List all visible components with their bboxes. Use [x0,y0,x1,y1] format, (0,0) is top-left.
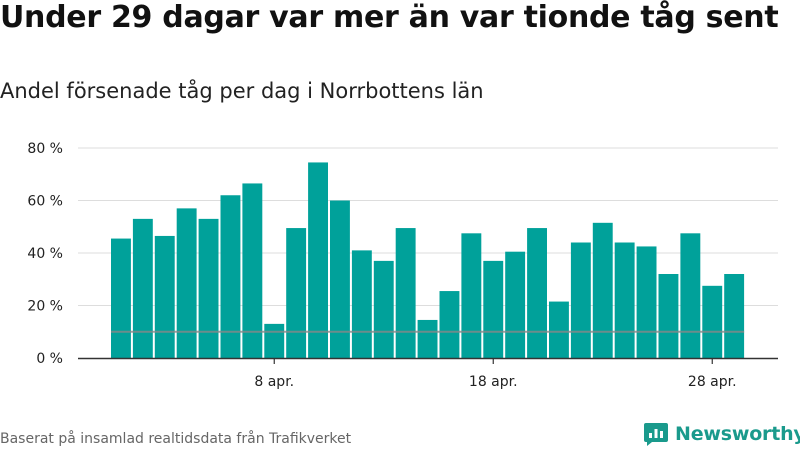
bar [373,260,394,358]
bar [308,162,328,358]
bar [702,285,723,358]
bar [264,323,285,358]
bar [461,233,482,358]
y-tick-label: 60 % [27,194,63,210]
x-tick-label: 18 apr. [469,374,518,390]
bar [242,183,263,358]
bar-chart: 0 % 20 % 40 % 60 % 80 % 8 apr. 18 apr. 28 apr. [27,141,778,390]
bar [527,228,547,358]
bar [220,195,241,358]
x-tick-label: 28 apr. [688,374,737,390]
bar [154,235,175,358]
bar [505,251,526,358]
bar [351,250,372,358]
bars [111,162,745,358]
bar [658,274,679,358]
chart-subtitle: Andel försenade tåg per dag i Norrbotten… [0,79,484,103]
bar [111,238,131,358]
newsworthy-logo-icon [644,423,668,446]
y-tick-label: 40 % [27,246,63,262]
brand-name: Newsworthy [675,423,800,445]
x-axis-tick-labels: 8 apr. 18 apr. 28 apr. [254,358,737,390]
bar [417,319,438,358]
y-tick-label: 0 % [36,351,63,367]
bar [592,222,613,358]
bar [176,208,197,358]
bar [549,301,569,358]
bar [614,242,635,358]
bar [198,218,219,358]
bar [680,233,701,358]
y-axis-tick-labels: 0 % 20 % 40 % 60 % 80 % [27,141,63,367]
y-tick-label: 20 % [27,299,63,315]
y-tick-label: 80 % [27,141,63,157]
bar [483,260,504,358]
bar [439,291,460,358]
source-note: Baserat på insamlad realtidsdata från Tr… [0,431,352,447]
x-tick-label: 8 apr. [254,374,294,390]
bar [132,218,153,358]
bar [724,274,745,358]
bar [570,242,591,358]
bar [395,228,416,358]
bar [636,246,657,358]
newsworthy-logo: Newsworthy [643,420,800,448]
bar [330,200,350,358]
bar [286,228,307,358]
chart-title: Under 29 dagar var mer än var tionde tåg… [0,0,779,35]
